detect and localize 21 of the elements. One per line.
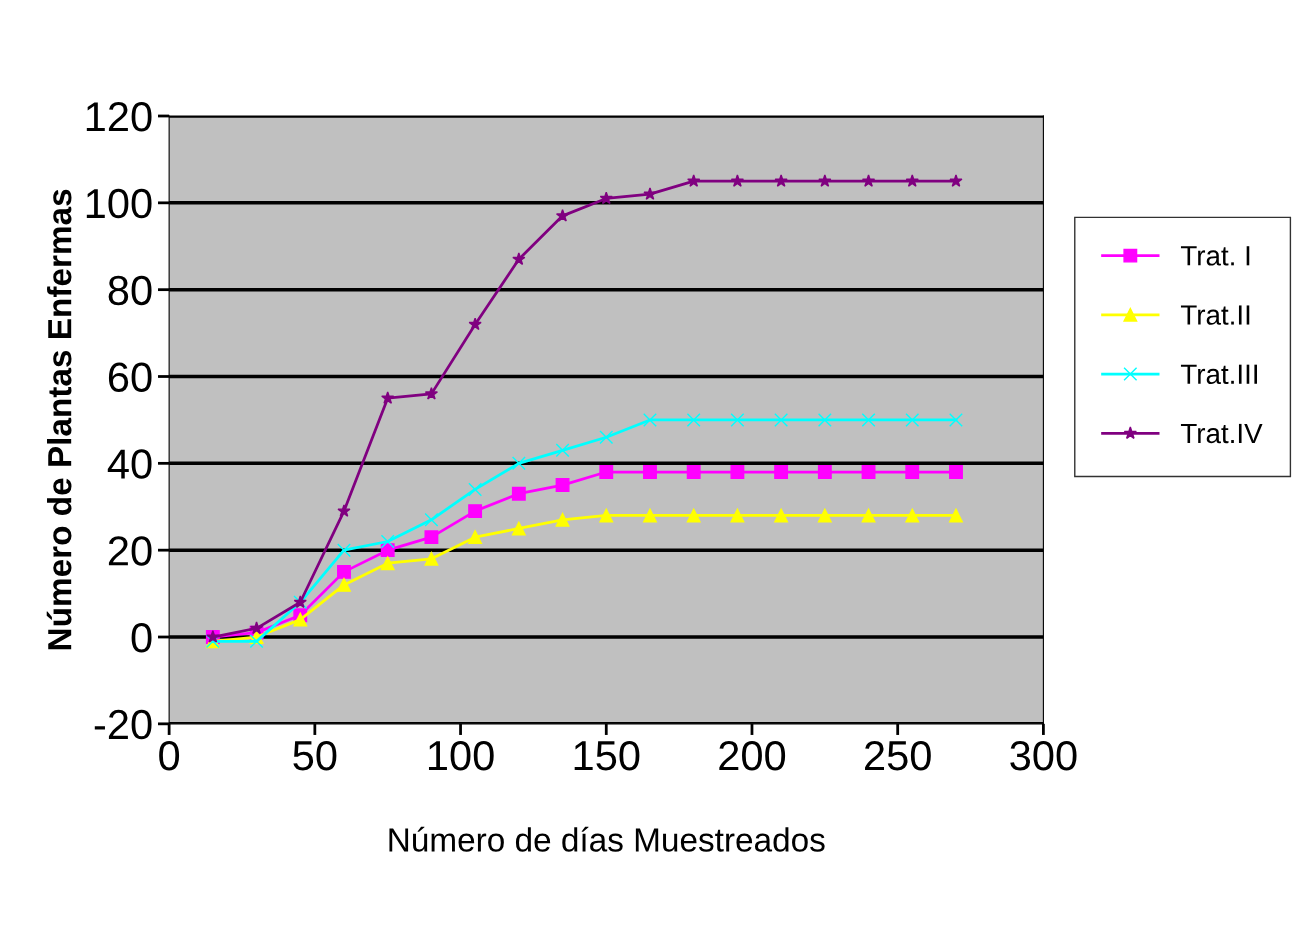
y-tick-label: 60 xyxy=(108,362,152,393)
y-tick-label: 0 xyxy=(131,623,152,653)
y-axis-title: Número de Plantas Enfermas xyxy=(46,189,72,650)
x-tick-label: 50 xyxy=(293,740,337,771)
y-tick-label: 40 xyxy=(107,449,152,479)
y-tick-label: 100 xyxy=(86,188,152,219)
y-tick-label: -20 xyxy=(94,709,152,740)
y-tick-label: 120 xyxy=(86,102,152,132)
y-tick-label: 20 xyxy=(108,536,152,566)
x-tick-label: 300 xyxy=(1010,740,1077,771)
legend-label: Trat.III xyxy=(1180,364,1257,385)
x-tick-label: 250 xyxy=(865,740,931,771)
x-tick-label: 150 xyxy=(574,740,640,771)
legend-label: Trat.IV xyxy=(1180,423,1263,444)
legend-label: Trat.II xyxy=(1180,305,1250,325)
x-tick-label: 0 xyxy=(159,740,180,771)
y-tick-label: 80 xyxy=(108,275,152,306)
x-tick-label: 200 xyxy=(719,740,786,771)
legend-label: Trat. I xyxy=(1180,246,1250,266)
x-axis-title: Número de días Muestreados xyxy=(389,826,825,852)
x-tick-label: 100 xyxy=(428,740,494,771)
